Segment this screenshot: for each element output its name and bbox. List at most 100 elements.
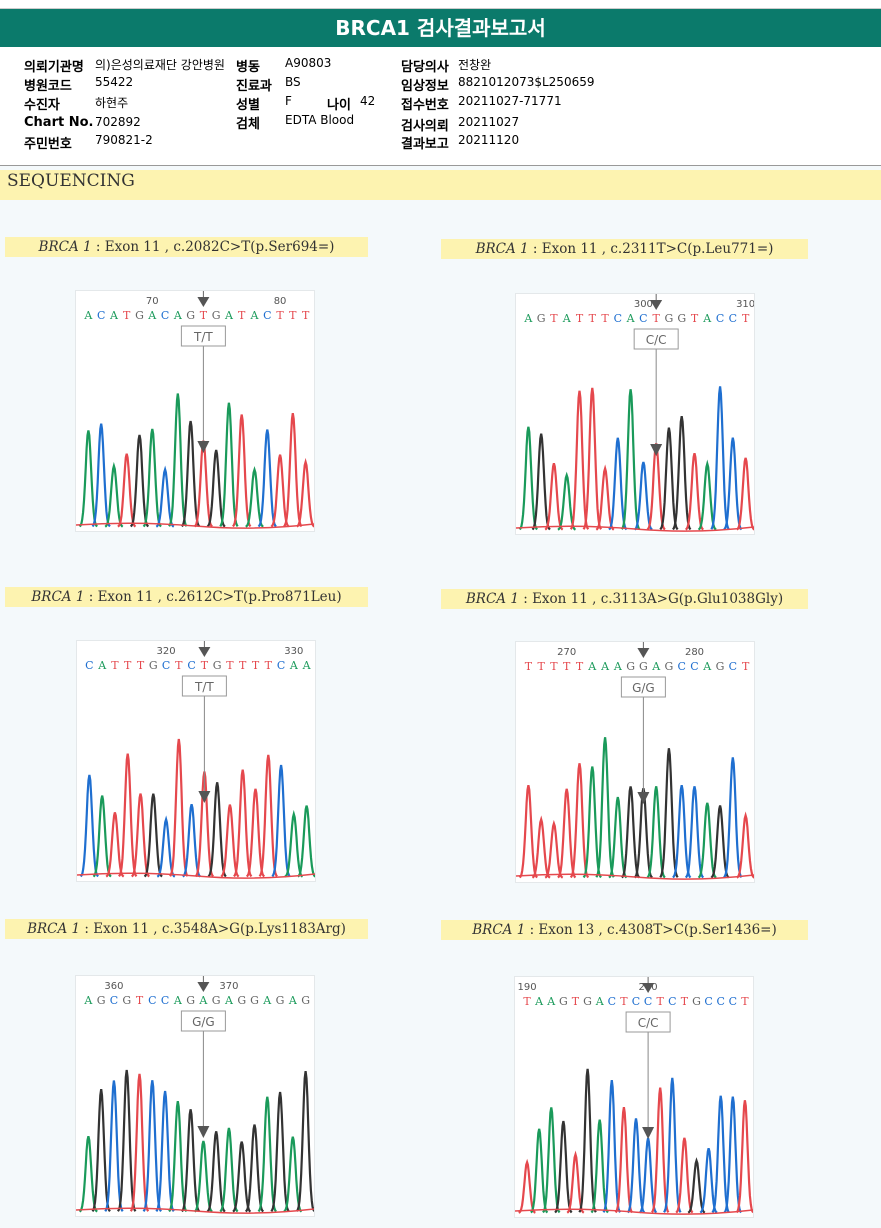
baseline-trace (516, 873, 754, 880)
baseline-trace (76, 522, 314, 529)
age-value: 42 (360, 94, 376, 108)
base-T: T (652, 312, 660, 325)
base-C: C (717, 995, 725, 1008)
base-C: C (716, 312, 724, 325)
genotype-box (180, 325, 226, 347)
id-label: 주민번호 (24, 137, 72, 152)
peak-G (206, 1131, 226, 1213)
base-G: G (237, 994, 246, 1007)
base-T: T (175, 659, 183, 672)
base-A: A (587, 660, 597, 673)
base-G: G (677, 312, 686, 325)
base-A: A (173, 994, 183, 1007)
target-arrow-icon (198, 647, 211, 657)
base-A: A (523, 312, 533, 325)
ward-value: A90803 (285, 56, 332, 70)
base-C: C (644, 995, 652, 1008)
base-T: T (252, 659, 260, 672)
peak-G (659, 748, 679, 878)
peak-G (672, 416, 692, 531)
peak-C (723, 757, 743, 878)
peak-C (257, 429, 277, 528)
base-G: G (639, 660, 648, 673)
base-A: A (109, 309, 119, 322)
peak-C (684, 786, 705, 879)
specimen-label: 검체 (236, 117, 260, 132)
peak-C (271, 764, 291, 878)
hcode-label: 병원코드 (24, 79, 72, 94)
peak-C (155, 1090, 175, 1212)
base-T: T (238, 309, 246, 322)
base-A: A (262, 994, 272, 1007)
peak-A (193, 1140, 213, 1213)
chromatogram: 320 330 C A T T T G C T C T G T T T T C A A T/T (76, 640, 316, 882)
peak-T (735, 1100, 753, 1214)
peak-T (531, 815, 551, 879)
target-arrow-icon (642, 983, 655, 993)
base-G: G (537, 312, 546, 325)
base-G: G (276, 994, 285, 1007)
base-A: A (83, 994, 93, 1007)
peak-G (270, 1091, 290, 1212)
peak-C (663, 1077, 682, 1213)
base-C: C (277, 659, 285, 672)
report-title: BRCA1 검사결과보고서 (0, 9, 881, 47)
doctor-value: 전창완 (458, 58, 492, 72)
gene-name: BRCA 1 (27, 921, 81, 937)
base-T: T (200, 309, 208, 322)
variant-description: : Exon 11 , c.2082C>T(p.Ser694=) (91, 239, 335, 255)
peak-C (672, 784, 692, 879)
base-G: G (559, 995, 568, 1008)
peak-A (168, 393, 188, 527)
peak-arrow-icon (198, 791, 211, 803)
base-A: A (562, 312, 572, 325)
base-T: T (657, 995, 665, 1008)
base-C: C (161, 994, 169, 1007)
peak-arrow-icon (650, 444, 663, 456)
variant-label: BRCA 1 : Exon 11 , c.3548A>G(p.Lys1183Ar… (5, 919, 368, 939)
specimen-value: EDTA Blood (285, 113, 355, 127)
base-T: T (742, 312, 750, 325)
base-T: T (123, 309, 131, 322)
base-C: C (704, 995, 712, 1008)
peak-T (232, 414, 252, 528)
variant-description: : Exon 13 , c.4308T>C(p.Ser1436=) (525, 922, 777, 938)
genotype-box (633, 328, 679, 350)
peak-A (257, 1096, 277, 1213)
base-T: T (124, 659, 132, 672)
baseline-trace (77, 872, 315, 879)
base-C: C (110, 994, 118, 1007)
target-arrow-icon (197, 297, 210, 307)
peak-G (531, 433, 551, 531)
patient-info: 의뢰기관명 의)은성의료재단 강안병원 병동 A90803 담당의사 전창완 병… (0, 47, 881, 166)
peak-T (651, 1087, 670, 1213)
position-tick: 300 (634, 299, 653, 310)
base-A: A (534, 995, 544, 1008)
peak-T (685, 453, 704, 531)
peak-arrow-icon (197, 1126, 210, 1138)
peak-C (710, 386, 730, 530)
chromatogram: 190200TAAGTGACTCCTCTGCCCTC/C (514, 976, 754, 1218)
base-C: C (690, 660, 698, 673)
genotype-box (181, 675, 227, 697)
base-C: C (187, 659, 195, 672)
gene-name: BRCA 1 (38, 239, 92, 255)
base-G: G (186, 994, 195, 1007)
variant-label: BRCA 1 : Exon 11 , c.3113A>G(p.Glu1038Gl… (441, 589, 808, 609)
base-A: A (626, 312, 636, 325)
base-C: C (729, 995, 737, 1008)
genotype: G/G (192, 1015, 215, 1029)
base-G: G (149, 659, 158, 672)
base-C: C (729, 312, 737, 325)
base-A: A (702, 312, 712, 325)
report-label: 결과보고 (401, 137, 449, 152)
position-tick: 330 (284, 646, 303, 657)
patient-label: 수진자 (24, 98, 60, 113)
peak-T (169, 738, 189, 877)
clinical-label: 임상정보 (401, 79, 449, 94)
peak-A (518, 426, 538, 531)
peak-A (142, 428, 162, 528)
base-T: T (550, 312, 558, 325)
base-C: C (668, 995, 676, 1008)
genotype: C/C (646, 333, 667, 347)
